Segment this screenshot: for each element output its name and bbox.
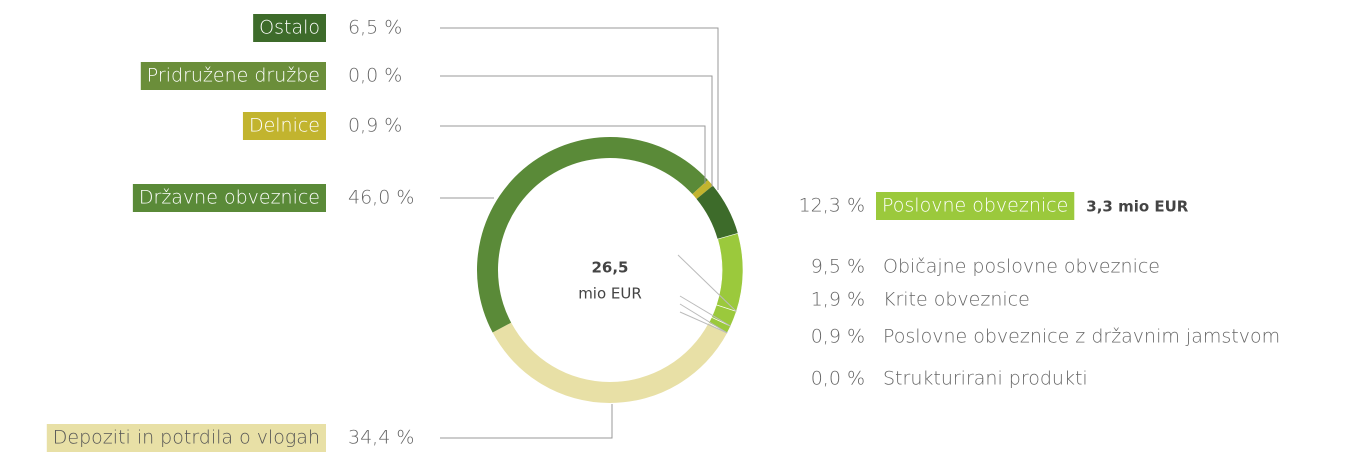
category-label: Državne obveznice: [139, 187, 320, 209]
leader-line: [440, 404, 613, 439]
sub-leader: [679, 311, 728, 334]
sub-leader: [677, 254, 737, 312]
leader-line: [440, 75, 713, 187]
sub-leader: [679, 303, 728, 334]
donut-slice: [692, 179, 713, 199]
center-value: 26,5: [591, 259, 628, 277]
breakdown-value: 1,9 %: [811, 289, 865, 311]
breakdown-value: 0,9 %: [811, 326, 865, 348]
category-box: [242, 112, 326, 140]
donut-slice: [477, 136, 708, 333]
sub-slice: [708, 316, 731, 334]
category-label: Poslovne obveznice: [882, 195, 1068, 217]
leader-line: [440, 125, 706, 184]
value-label: 0,0 %: [348, 65, 402, 87]
category-label: Delnice: [249, 115, 320, 137]
breakdown-label: Strukturirani produkti: [883, 368, 1088, 390]
breakdown-label: Krite obveznice: [883, 289, 1030, 311]
category-box: [253, 14, 326, 42]
breakdown-label: Običajne poslovne obveznice: [883, 256, 1160, 278]
category-box: [876, 192, 1075, 220]
category-label: Depoziti in potrdila o vlogah: [53, 427, 320, 449]
category-box: [132, 184, 326, 212]
category-label: Ostalo: [259, 17, 320, 39]
breakdown-value: 0,0 %: [811, 368, 865, 390]
breakdown-value: 9,5 %: [811, 256, 865, 278]
value-label: 12,3 %: [799, 195, 865, 217]
donut-slice: [696, 185, 738, 240]
breakdown-label: Poslovne obveznice z državnim jamstvom: [883, 326, 1280, 348]
value-label: 34,4 %: [348, 427, 414, 449]
sub-leader: [679, 295, 731, 327]
leader-line: [440, 27, 719, 190]
value-label: 6,5 %: [348, 17, 402, 39]
category-box: [140, 62, 326, 90]
center-unit: mio EUR: [578, 285, 642, 303]
donut-slice: [492, 322, 728, 404]
annotation: 3,3 mio EUR: [1086, 198, 1189, 216]
value-label: 46,0 %: [348, 187, 414, 209]
category-box: [46, 424, 326, 452]
category-label: Pridružene družbe: [147, 65, 320, 87]
sub-slice: [716, 232, 744, 312]
value-label: 0,9 %: [348, 115, 402, 137]
